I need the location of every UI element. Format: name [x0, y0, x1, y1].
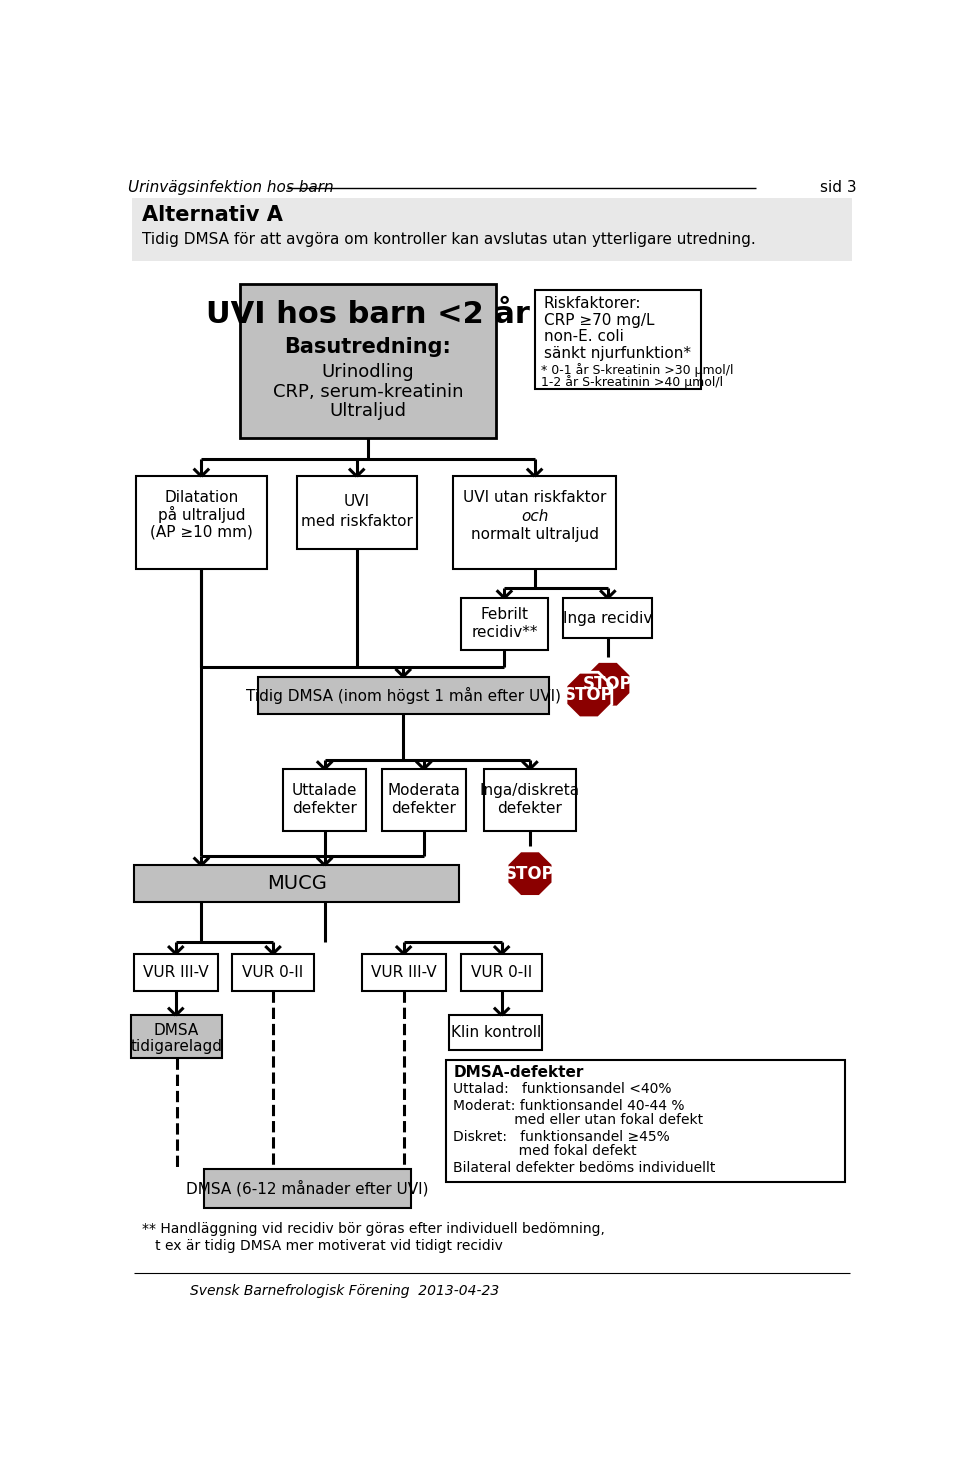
- Text: Tidig DMSA (inom högst 1 mån efter UVI): Tidig DMSA (inom högst 1 mån efter UVI): [246, 687, 561, 704]
- FancyBboxPatch shape: [453, 477, 616, 569]
- Text: Moderata: Moderata: [388, 783, 460, 798]
- FancyBboxPatch shape: [445, 1061, 845, 1181]
- Text: normalt ultraljud: normalt ultraljud: [470, 527, 599, 543]
- Text: VUR III-V: VUR III-V: [371, 965, 437, 980]
- Text: med riskfaktor: med riskfaktor: [300, 513, 413, 528]
- Text: (AP ≥10 mm): (AP ≥10 mm): [150, 524, 252, 540]
- Text: UVI: UVI: [344, 494, 370, 509]
- FancyBboxPatch shape: [132, 198, 852, 261]
- Text: DMSA-defekter: DMSA-defekter: [453, 1065, 584, 1080]
- FancyBboxPatch shape: [382, 769, 466, 830]
- Polygon shape: [507, 851, 553, 896]
- FancyBboxPatch shape: [135, 477, 267, 569]
- Text: och: och: [521, 509, 548, 524]
- Text: non-E. coli: non-E. coli: [544, 329, 624, 343]
- Text: med eller utan fokal defekt: med eller utan fokal defekt: [453, 1113, 704, 1127]
- Text: Uttalad:   funktionsandel <40%: Uttalad: funktionsandel <40%: [453, 1083, 672, 1096]
- Text: CRP, serum-kreatinin: CRP, serum-kreatinin: [273, 383, 464, 400]
- Text: CRP ≥70 mg/L: CRP ≥70 mg/L: [544, 314, 655, 329]
- FancyBboxPatch shape: [484, 769, 576, 830]
- FancyBboxPatch shape: [564, 599, 653, 638]
- Text: Diskret:   funktionsandel ≥45%: Diskret: funktionsandel ≥45%: [453, 1130, 670, 1144]
- Text: STOP: STOP: [505, 864, 555, 883]
- FancyBboxPatch shape: [283, 769, 367, 830]
- Text: UVI hos barn <2 år: UVI hos barn <2 år: [206, 301, 530, 329]
- Text: med fokal defekt: med fokal defekt: [453, 1144, 636, 1157]
- Text: Uttalade: Uttalade: [292, 783, 357, 798]
- Text: DMSA (6-12 månader efter UVI): DMSA (6-12 månader efter UVI): [186, 1181, 429, 1197]
- Text: Tidig DMSA för att avgöra om kontroller kan avslutas utan ytterligare utredning.: Tidig DMSA för att avgöra om kontroller …: [142, 232, 756, 246]
- FancyBboxPatch shape: [297, 477, 417, 550]
- FancyBboxPatch shape: [204, 1169, 412, 1207]
- Text: tidigarelagd: tidigarelagd: [131, 1039, 223, 1053]
- FancyBboxPatch shape: [461, 599, 548, 650]
- Text: recidiv**: recidiv**: [471, 625, 538, 640]
- Text: UVI utan riskfaktor: UVI utan riskfaktor: [463, 490, 607, 506]
- Text: VUR 0-II: VUR 0-II: [471, 965, 532, 980]
- FancyBboxPatch shape: [240, 283, 496, 437]
- FancyBboxPatch shape: [461, 954, 542, 990]
- FancyBboxPatch shape: [131, 1015, 223, 1059]
- Text: Moderat: funktionsandel 40-44 %: Moderat: funktionsandel 40-44 %: [453, 1099, 684, 1113]
- Polygon shape: [566, 672, 612, 717]
- Text: Klin kontroll: Klin kontroll: [451, 1025, 541, 1040]
- Text: Urinodling: Urinodling: [322, 364, 415, 381]
- FancyBboxPatch shape: [232, 954, 314, 990]
- Text: Basutredning:: Basutredning:: [284, 337, 451, 356]
- Text: på ultraljud: på ultraljud: [157, 506, 245, 524]
- Text: VUR 0-II: VUR 0-II: [243, 965, 303, 980]
- Text: defekter: defekter: [392, 801, 456, 817]
- Text: 1-2 år S-kreatinin >40 μmol/l: 1-2 år S-kreatinin >40 μmol/l: [540, 374, 723, 389]
- Text: Ultraljud: Ultraljud: [329, 402, 406, 420]
- Text: Riskfaktorer:: Riskfaktorer:: [544, 296, 641, 311]
- Text: VUR III-V: VUR III-V: [143, 965, 208, 980]
- FancyBboxPatch shape: [258, 676, 548, 713]
- Text: Svensk Barnefrologisk Förening  2013-04-23: Svensk Barnefrologisk Förening 2013-04-2…: [190, 1284, 499, 1298]
- FancyBboxPatch shape: [362, 954, 445, 990]
- FancyBboxPatch shape: [449, 1015, 542, 1050]
- Text: Febrilt: Febrilt: [480, 607, 528, 622]
- Text: sänkt njurfunktion*: sänkt njurfunktion*: [544, 346, 691, 361]
- Text: Inga recidiv: Inga recidiv: [564, 610, 653, 625]
- Text: Urinvägsinfektion hos barn: Urinvägsinfektion hos barn: [128, 180, 333, 195]
- Text: Inga/diskreta: Inga/diskreta: [480, 783, 580, 798]
- Text: Bilateral defekter bedöms individuellt: Bilateral defekter bedöms individuellt: [453, 1160, 715, 1175]
- Text: * 0-1 år S-kreatinin >30 μmol/l: * 0-1 år S-kreatinin >30 μmol/l: [540, 364, 733, 377]
- FancyBboxPatch shape: [134, 954, 218, 990]
- Text: DMSA: DMSA: [154, 1024, 200, 1039]
- Text: t ex är tidig DMSA mer motiverat vid tidigt recidiv: t ex är tidig DMSA mer motiverat vid tid…: [142, 1240, 503, 1253]
- Text: sid 3: sid 3: [820, 180, 856, 195]
- Text: STOP: STOP: [583, 675, 633, 694]
- Text: defekter: defekter: [292, 801, 357, 817]
- Text: Alternativ A: Alternativ A: [142, 204, 282, 224]
- Polygon shape: [585, 662, 631, 707]
- Text: ** Handläggning vid recidiv bör göras efter individuell bedömning,: ** Handläggning vid recidiv bör göras ef…: [142, 1222, 605, 1237]
- Text: MUCG: MUCG: [267, 874, 326, 893]
- Text: Dilatation: Dilatation: [164, 490, 238, 506]
- Text: STOP: STOP: [564, 687, 613, 704]
- FancyBboxPatch shape: [134, 866, 460, 902]
- Text: defekter: defekter: [497, 801, 563, 817]
- FancyBboxPatch shape: [535, 290, 701, 389]
